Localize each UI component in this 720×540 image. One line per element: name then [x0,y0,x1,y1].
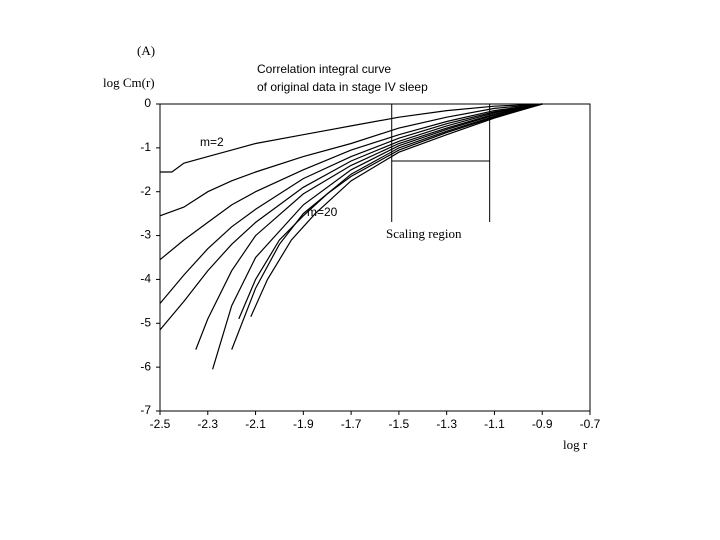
scaling-region-label: Scaling region [386,226,462,241]
chart-title: of original data in stage IV sleep [257,80,428,94]
annotation: m=20 [307,205,338,219]
curve [250,103,543,317]
y-tick-label: -5 [140,315,151,329]
y-tick-label: -4 [140,272,151,286]
y-tick-label: -2 [140,184,151,198]
curve [159,103,543,261]
x-tick-label: -2.5 [150,417,171,431]
x-tick-label: -2.3 [197,417,218,431]
chart-title: Correlation integral curve [257,62,391,76]
curve [231,103,543,350]
x-tick-label: -2.1 [245,417,266,431]
curve [159,103,543,331]
y-tick-label: -7 [140,403,151,417]
curve [159,103,543,217]
annotation: m=2 [200,135,224,149]
y-tick-label: -6 [140,359,151,373]
x-tick-label: -0.7 [580,417,601,431]
y-tick-label: -1 [140,140,151,154]
curve [159,103,543,304]
curve [195,103,543,350]
curve [212,103,543,370]
plot-frame [159,103,591,412]
x-tick-label: -1.9 [293,417,314,431]
y-axis-label: log Cm(r) [103,75,155,90]
curve [160,103,543,173]
x-tick-label: -0.9 [532,417,553,431]
x-tick-label: -1.7 [341,417,362,431]
panel-label: (A) [137,43,155,58]
curve [238,103,543,320]
x-tick-label: -1.1 [484,417,505,431]
x-axis-label: log r [563,437,588,452]
x-tick-label: -1.5 [389,417,410,431]
x-tick-label: -1.3 [436,417,457,431]
y-tick-label: 0 [144,96,151,110]
y-tick-label: -3 [140,228,151,242]
